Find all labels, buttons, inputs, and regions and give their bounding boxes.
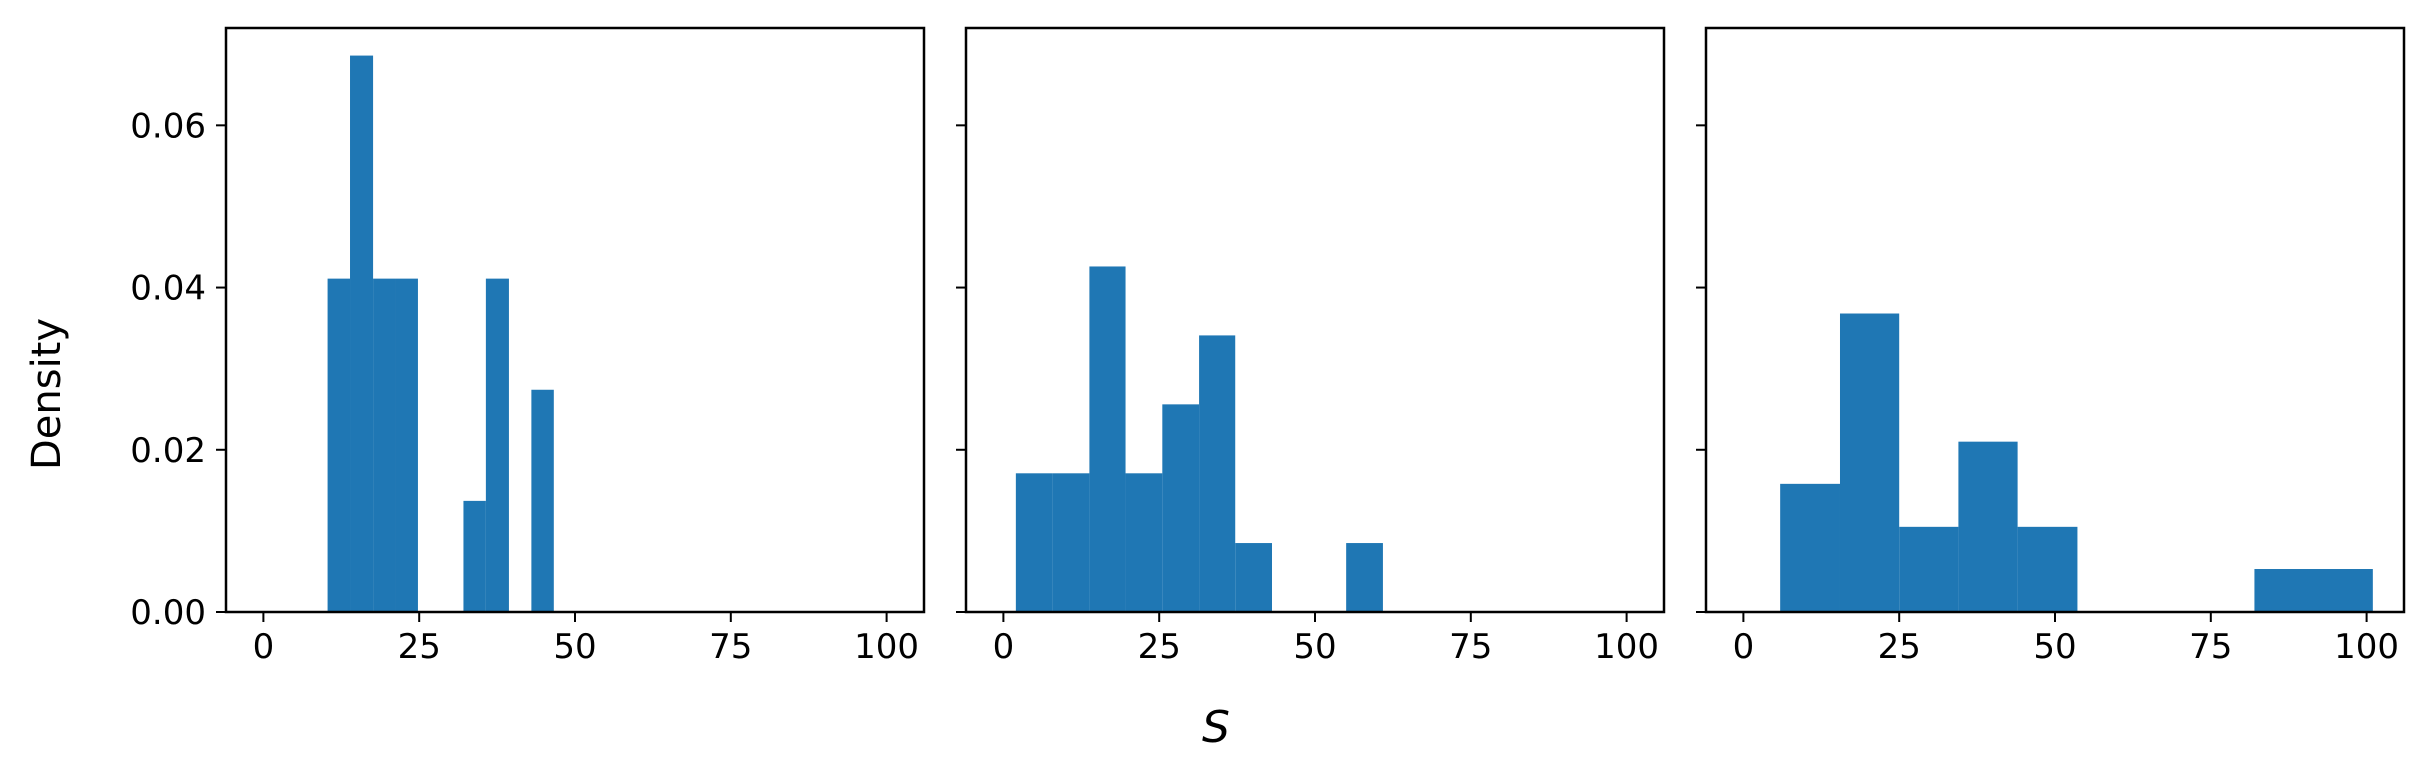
x-tick-label: 100 [2334,627,2399,667]
y-tick-label: 0.02 [130,431,206,471]
histogram-panel-2: 0 25 50 75 100 [956,26,1666,667]
x-axis-label: S [1202,702,1230,753]
histogram-bar [327,278,351,612]
x-tick-label: 50 [1293,627,1336,667]
histogram-bar [373,278,396,612]
histogram-bar [1162,404,1200,612]
histogram-bar [531,389,554,612]
histogram-bar [1839,313,1900,612]
y-tick-label: 0.00 [130,593,206,633]
x-tick-label: 0 [1733,627,1755,667]
histogram-bar [1015,473,1053,612]
histogram-bar [2254,569,2373,612]
histogram-bar [463,500,486,612]
histogram-bar [1780,483,1840,612]
axes-frame [964,26,1666,614]
histogram-bar [1052,473,1090,612]
histogram-bar [1125,473,1163,612]
x-tick-label: 25 [398,627,441,667]
x-tick-label: 50 [2033,627,2076,667]
axes-frame [1704,26,2406,614]
panels: 0 25 50 75 100 0.00 0.02 0.04 0.06 0 25 50 75 100 0 25 5… [130,26,2406,667]
histogram-bar [1235,543,1272,612]
x-tick-label: 100 [854,627,919,667]
y-axis-label: Density [24,318,70,470]
y-tick-label: 0.04 [130,269,206,309]
x-tick-label: 0 [993,627,1015,667]
x-tick-label: 0 [253,627,275,667]
histogram-bar [1346,543,1383,612]
x-tick-label: 25 [1878,627,1921,667]
histogram-bar [350,55,374,613]
histogram-bar [2017,526,2078,612]
histogram-bar [1089,266,1126,612]
y-tick-label: 0.06 [130,106,206,146]
x-tick-label: 75 [1449,627,1492,667]
histogram-bar [395,278,418,612]
x-tick-label: 25 [1138,627,1181,667]
x-tick-label: 50 [553,627,596,667]
axes-frame [224,26,926,614]
histogram-bar [1958,441,2018,612]
histogram-bar [1199,335,1236,612]
histogram-bar [1899,526,1959,612]
x-tick-label: 75 [2189,627,2232,667]
histogram-panel-3: 0 25 50 75 100 [1696,26,2406,667]
histogram-bar [485,278,509,612]
x-tick-label: 75 [709,627,752,667]
histogram-panel-1: 0 25 50 75 100 0.00 0.02 0.04 0.06 [130,26,926,667]
x-tick-label: 100 [1594,627,1659,667]
